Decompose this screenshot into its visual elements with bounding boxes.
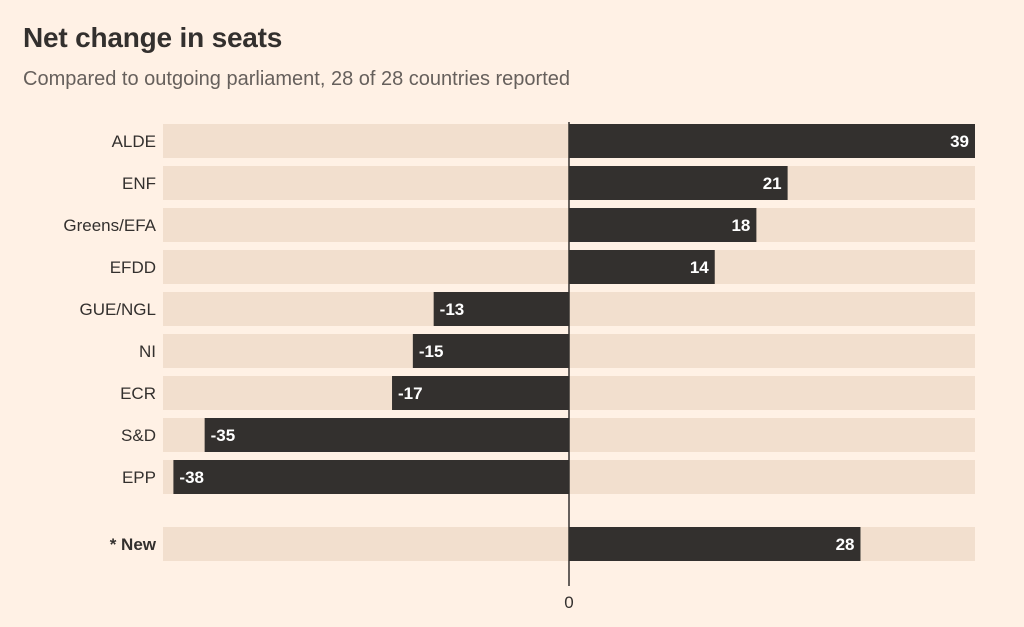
value-label: 21 [763, 174, 782, 193]
bar-s-d [204, 418, 569, 452]
category-label: GUE/NGL [79, 300, 156, 319]
category-label: EPP [122, 468, 156, 487]
chart-subtitle: Compared to outgoing parliament, 28 of 2… [23, 68, 571, 90]
value-label: -15 [419, 342, 444, 361]
bar-epp [173, 460, 569, 494]
value-label: -38 [179, 468, 204, 487]
bar-greens-efa [569, 208, 757, 242]
category-label: ALDE [112, 132, 156, 151]
chart-title: Net change in seats [23, 22, 283, 53]
value-label: -13 [440, 300, 465, 319]
category-label: NI [139, 342, 156, 361]
bar-alde [569, 124, 975, 158]
bar-efdd [569, 250, 715, 284]
category-label: ENF [122, 174, 156, 193]
bar-enf [569, 166, 788, 200]
value-label: 39 [950, 132, 969, 151]
bar-new [569, 527, 861, 561]
category-label: Greens/EFA [63, 216, 156, 235]
value-label: -17 [398, 384, 423, 403]
bar-gue-ngl [433, 292, 569, 326]
category-label: S&D [121, 426, 156, 445]
x-tick-label: 0 [564, 593, 573, 612]
bar-ni [412, 334, 569, 368]
value-label: 28 [836, 535, 855, 554]
category-label: * New [110, 535, 157, 554]
category-label: EFDD [110, 258, 156, 277]
value-label: 18 [731, 216, 750, 235]
value-label: -35 [211, 426, 236, 445]
value-label: 14 [690, 258, 709, 277]
bar-ecr [392, 376, 569, 410]
category-label: ECR [120, 384, 156, 403]
